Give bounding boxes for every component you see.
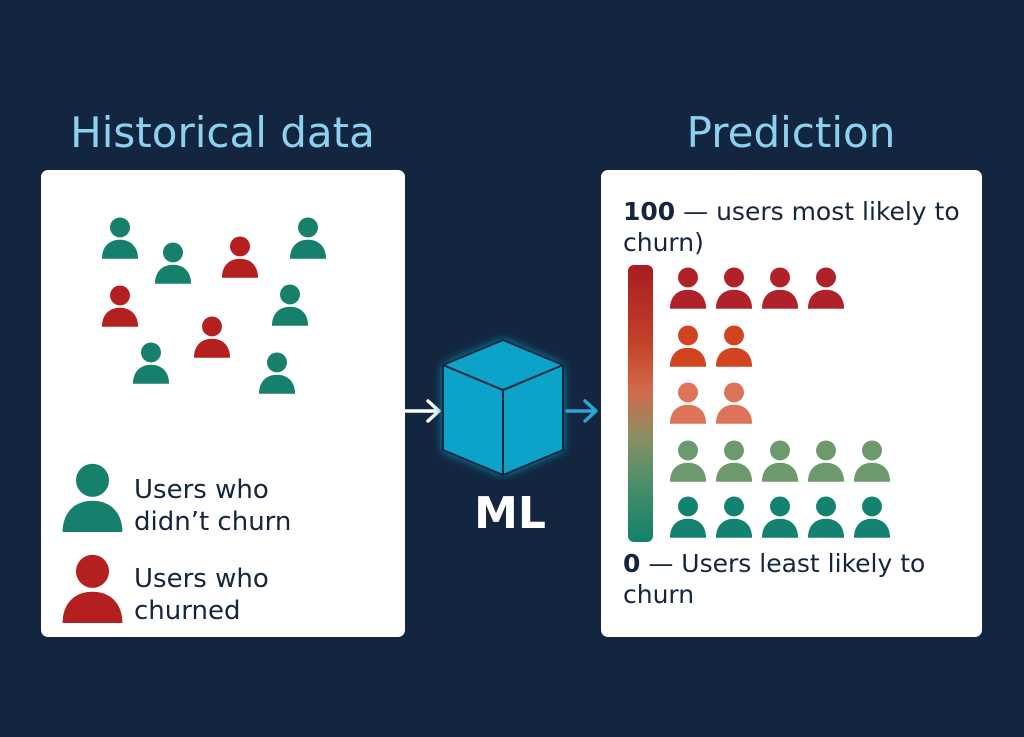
scale-bottom-text: — Users least likely to churn: [623, 549, 926, 609]
user-icon-row-4: [715, 440, 753, 482]
user-icon-row-4: [669, 440, 707, 482]
historical-data-panel: Users who didn’t churn Users who churned: [41, 170, 405, 637]
prediction-panel: 100 — users most likely to churn) 0 — Us…: [601, 170, 982, 637]
user-icon-no-churn: [289, 217, 327, 259]
ml-cube-icon: [442, 338, 564, 477]
ml-label: ML: [474, 488, 546, 539]
user-icon-churn: [193, 316, 231, 358]
historical-data-title: Historical data: [70, 108, 375, 157]
arrow-right-icon: [404, 399, 441, 423]
user-icon-row-1: [761, 267, 799, 309]
user-icon-row-1: [807, 267, 845, 309]
user-icon-row-2: [669, 325, 707, 367]
user-icon-no-churn: [258, 352, 296, 394]
user-icon-no-churn: [62, 463, 123, 533]
scale-top-text: — users most likely to churn): [623, 197, 960, 257]
user-icon-no-churn: [154, 242, 192, 284]
arrow-right-icon: [565, 399, 598, 423]
user-icon-row-3: [669, 382, 707, 424]
user-icon-row-5: [715, 496, 753, 538]
legend-label-no-churn: Users who didn’t churn: [134, 475, 292, 537]
user-icon-churn: [62, 554, 123, 624]
user-icon-row-4: [853, 440, 891, 482]
user-icon-row-3: [715, 382, 753, 424]
user-icon-row-5: [761, 496, 799, 538]
user-icon-no-churn: [132, 342, 170, 384]
user-icon-no-churn: [101, 217, 139, 259]
user-icon-row-5: [853, 496, 891, 538]
prediction-title: Prediction: [686, 108, 896, 157]
user-icon-row-5: [807, 496, 845, 538]
user-icon-no-churn: [271, 284, 309, 326]
user-icon-row-4: [761, 440, 799, 482]
scale-bottom-label: 0 — Users least likely to churn: [623, 548, 978, 610]
user-icon-churn: [221, 236, 259, 278]
user-icon-row-1: [669, 267, 707, 309]
user-icon-row-4: [807, 440, 845, 482]
user-icon-row-2: [715, 325, 753, 367]
scale-top-value: 100: [623, 197, 676, 226]
user-icon-row-1: [715, 267, 753, 309]
likelihood-gradient-bar: [628, 265, 653, 542]
scale-top-label: 100 — users most likely to churn): [623, 196, 978, 258]
user-icon-row-5: [669, 496, 707, 538]
user-icon-churn: [101, 285, 139, 327]
legend-label-churn: Users who churned: [134, 564, 269, 626]
scale-bottom-value: 0: [623, 549, 641, 578]
